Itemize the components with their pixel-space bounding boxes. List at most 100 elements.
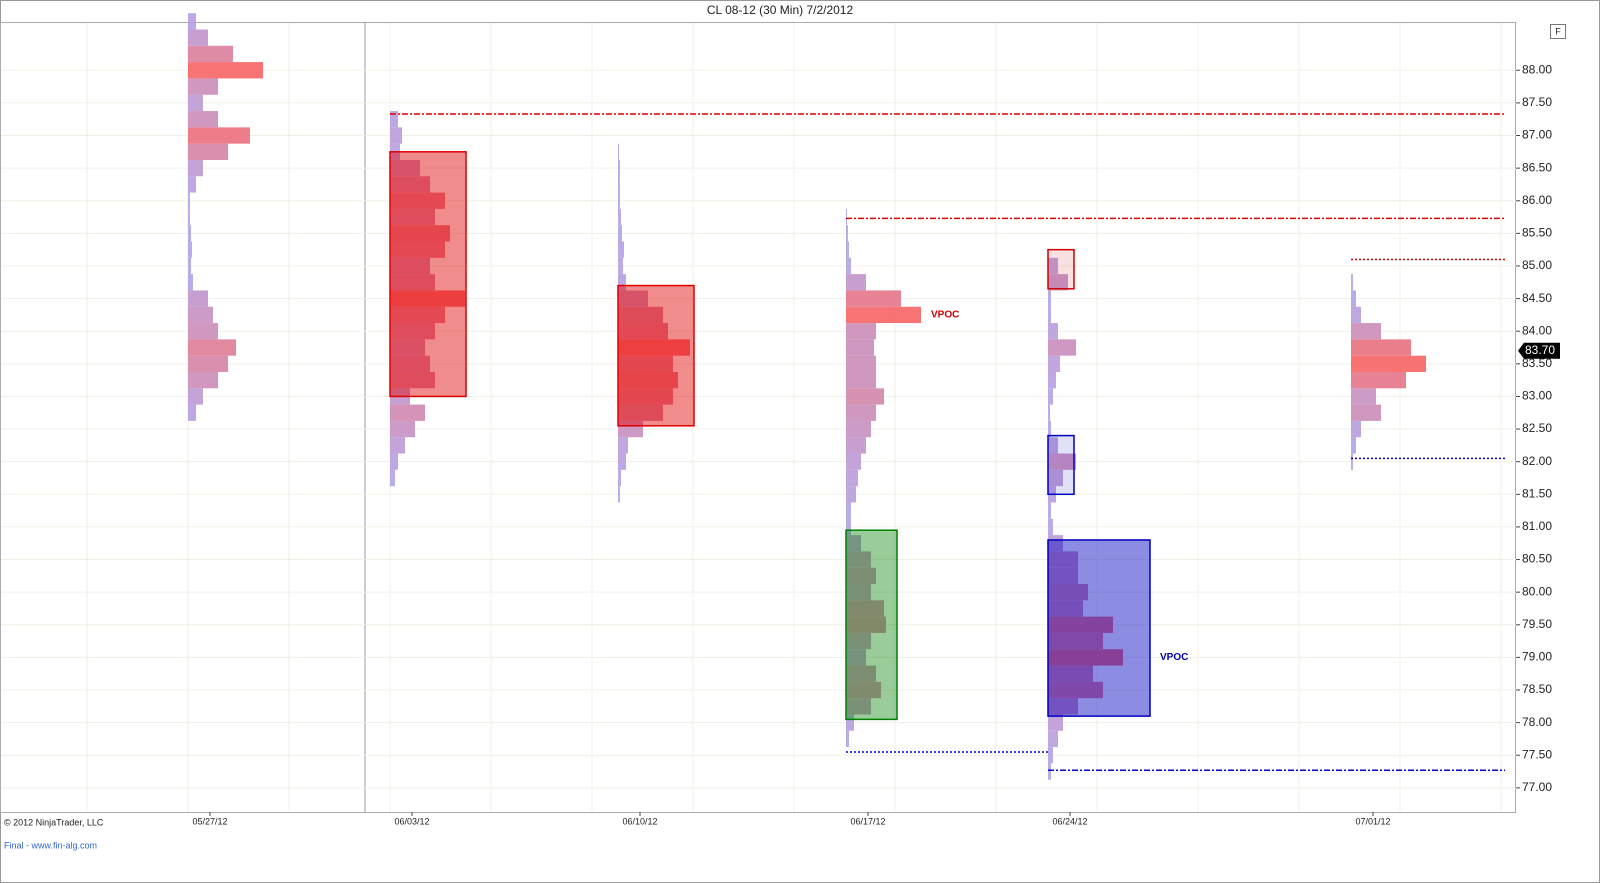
volume-bar (846, 323, 876, 340)
volume-bar (846, 584, 871, 601)
volume-bar (846, 339, 874, 356)
x-tick-label: 06/03/12 (394, 816, 429, 826)
volume-bar (1048, 502, 1051, 519)
volume-bar (1048, 404, 1050, 421)
volume-bar (1048, 763, 1051, 780)
volume-bar (846, 535, 861, 552)
volume-bar (1048, 600, 1083, 617)
y-tick-label: 81.50 (1522, 486, 1552, 500)
volume-bar (618, 371, 678, 389)
volume-bar (846, 486, 856, 503)
volume-bar (846, 274, 866, 291)
volume-bar (846, 600, 884, 617)
volume-bar (846, 730, 849, 748)
volume-bar (618, 257, 623, 275)
volume-bar (846, 208, 847, 226)
volume-bar (188, 208, 190, 226)
volume-bar (1048, 681, 1103, 699)
volume-bar (390, 306, 445, 324)
volume-bar (618, 453, 626, 470)
volume-bar (846, 306, 921, 324)
volume-bar (188, 62, 263, 79)
volume-bar (1048, 584, 1088, 601)
volume-bar (846, 388, 884, 405)
volume-bar (1351, 355, 1426, 372)
volume-bar (1351, 339, 1411, 356)
volume-bar (618, 290, 648, 307)
volume-bar (846, 681, 881, 699)
volume-bar (1048, 274, 1068, 291)
copyright: © 2012 NinjaTrader, LLC (4, 817, 104, 827)
volume-bar (1048, 535, 1063, 552)
y-tick-label: 84.00 (1522, 323, 1552, 337)
volume-bar (846, 551, 871, 568)
y-tick-label: 82.00 (1522, 454, 1552, 468)
volume-bar (846, 632, 871, 650)
volume-bar (1048, 649, 1123, 666)
volume-bar (1048, 388, 1053, 405)
volume-bar (188, 111, 218, 128)
x-tick-label: 06/10/12 (622, 816, 657, 826)
volume-bar (188, 78, 218, 95)
volume-bar (1048, 469, 1063, 487)
footer: Final - www.fin-alg.com (4, 840, 97, 850)
volume-bar (188, 339, 236, 356)
volume-bar (618, 339, 690, 356)
volume-bar (618, 388, 673, 405)
y-tick-label: 77.50 (1522, 747, 1552, 761)
y-tick-label: 83.00 (1522, 389, 1552, 403)
volume-bar (846, 714, 854, 731)
volume-bar (390, 274, 435, 291)
volume-bar (846, 355, 876, 372)
volume-bar (1048, 665, 1093, 682)
value-area-box (1047, 248, 1075, 290)
volume-bar (618, 355, 673, 372)
volume-bar (1048, 567, 1078, 585)
y-tick-label: 78.00 (1522, 715, 1552, 729)
volume-bar (390, 323, 435, 340)
volume-bar (1351, 323, 1381, 340)
vpoc-label: VPOC (931, 310, 959, 321)
volume-bar (188, 404, 196, 421)
volume-bar (618, 241, 624, 258)
volume-bar (618, 404, 663, 421)
f-button[interactable] (1550, 24, 1566, 39)
y-tick-label: 78.50 (1522, 682, 1552, 696)
volume-bar (390, 241, 445, 258)
f-button-label[interactable]: F (1555, 26, 1561, 36)
volume-bar (618, 469, 621, 487)
volume-bar (618, 192, 620, 209)
volume-bar (618, 274, 626, 291)
volume-bar (1048, 632, 1103, 650)
volume-bar (1351, 290, 1356, 307)
volume-bar (1048, 306, 1051, 324)
volume-bar (618, 225, 622, 242)
volume-bar (390, 176, 430, 193)
volume-bar (1351, 274, 1353, 291)
value-area-box (1047, 434, 1075, 496)
volume-bar (846, 225, 848, 242)
y-tick-label: 81.00 (1522, 519, 1552, 533)
y-tick-label: 80.50 (1522, 552, 1552, 566)
value-area-box (389, 151, 467, 398)
volume-bar (1048, 420, 1051, 438)
volume-bar (846, 257, 851, 275)
volume-bar (618, 323, 668, 340)
volume-bar (1351, 437, 1356, 454)
value-area-box (1047, 539, 1151, 717)
volume-bar (846, 241, 849, 258)
volume-bar (618, 437, 628, 454)
volume-bar (188, 241, 192, 258)
volume-bar (188, 274, 193, 291)
vpoc-label: VPOC (1160, 652, 1188, 663)
volume-bar (1048, 290, 1051, 307)
volume-bar (390, 159, 420, 177)
volume-bar (390, 290, 465, 307)
volume-bar (390, 192, 445, 209)
volume-bar (846, 649, 866, 666)
volume-bar (188, 143, 228, 160)
volume-bar (390, 437, 405, 454)
x-tick-label: 07/01/12 (1355, 816, 1390, 826)
x-tick-label: 06/24/12 (1052, 816, 1087, 826)
chart-title: CL 08-12 (30 Min) 7/2/2012 (707, 3, 854, 17)
